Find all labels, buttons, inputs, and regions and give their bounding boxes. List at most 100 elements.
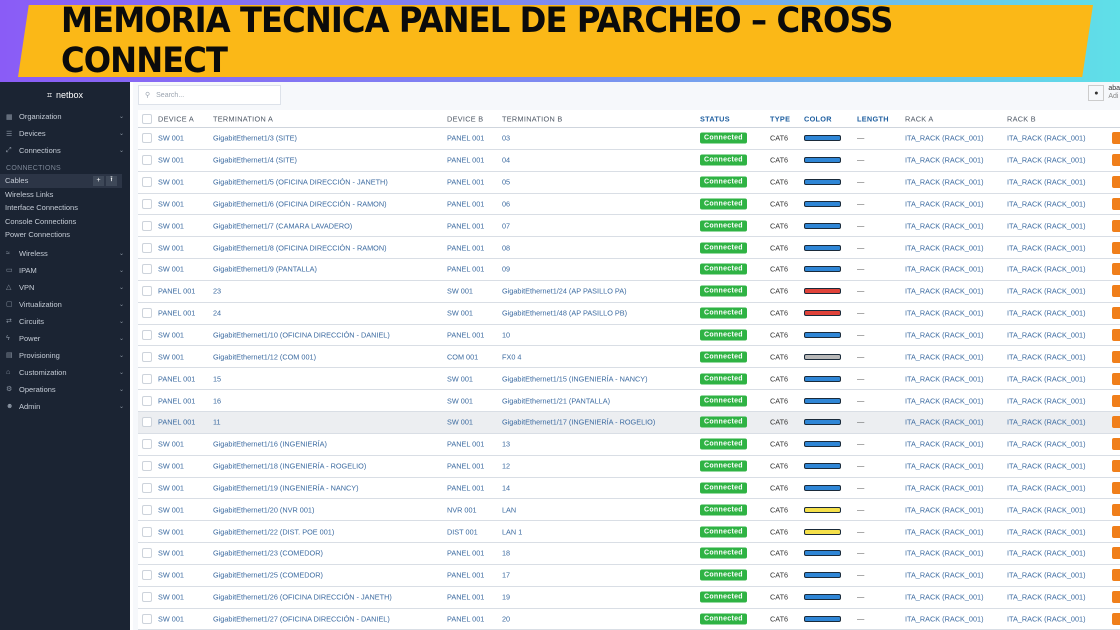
row-checkbox[interactable]: [142, 351, 152, 362]
row-checkbox[interactable]: [142, 570, 152, 581]
termination-a[interactable]: GigabitEthernet1/10 (OFICINA DIRECCIÓN -…: [213, 330, 390, 340]
device-a[interactable]: SW 001: [158, 177, 184, 187]
termination-b[interactable]: FX0 4: [502, 352, 522, 362]
edit-button[interactable]: [1112, 132, 1120, 145]
termination-a[interactable]: GigabitEthernet1/27 (OFICINA DIRECCIÓN -…: [213, 614, 390, 624]
termination-b[interactable]: 09: [502, 264, 511, 274]
device-a[interactable]: SW 001: [158, 439, 184, 449]
column-header[interactable]: LENGTH: [857, 114, 889, 123]
rack-a[interactable]: ITA_RACK (RACK_001): [905, 548, 984, 558]
termination-a[interactable]: GigabitEthernet1/16 (INGENIERÍA): [213, 439, 327, 449]
edit-button[interactable]: [1112, 547, 1120, 560]
termination-b[interactable]: 13: [502, 439, 511, 449]
sidebar-item-circuits[interactable]: ⇄ Circuits ⌄: [0, 313, 130, 330]
device-b[interactable]: DIST 001: [447, 527, 478, 537]
column-header[interactable]: TERMINATION B: [502, 114, 563, 123]
rack-a[interactable]: ITA_RACK (RACK_001): [905, 461, 984, 471]
column-header[interactable]: TERMINATION A: [213, 114, 274, 123]
termination-a[interactable]: GigabitEthernet1/6 (OFICINA DIRECCIÓN - …: [213, 199, 387, 209]
edit-button[interactable]: [1112, 154, 1120, 167]
device-a[interactable]: SW 001: [158, 330, 184, 340]
sidebar-link-wireless-links[interactable]: Wireless Links: [0, 188, 130, 202]
termination-b[interactable]: 06: [502, 199, 511, 209]
rack-b[interactable]: ITA_RACK (RACK_001): [1007, 199, 1086, 209]
row-checkbox[interactable]: [142, 395, 152, 406]
row-checkbox[interactable]: [142, 613, 152, 624]
sidebar-link-console-connections[interactable]: Console Connections: [0, 215, 130, 229]
device-b[interactable]: PANEL 001: [447, 264, 485, 274]
row-checkbox[interactable]: [142, 482, 152, 493]
termination-b[interactable]: GigabitEthernet1/17 (INGENIERÍA - ROGELI…: [502, 417, 656, 427]
device-a[interactable]: SW 001: [158, 548, 184, 558]
edit-button[interactable]: [1112, 263, 1120, 276]
device-b[interactable]: SW 001: [447, 417, 473, 427]
rack-b[interactable]: ITA_RACK (RACK_001): [1007, 308, 1086, 318]
termination-a[interactable]: 15: [213, 374, 222, 384]
device-a[interactable]: SW 001: [158, 221, 184, 231]
sidebar-item-vpn[interactable]: △ VPN ⌄: [0, 279, 130, 296]
termination-b[interactable]: GigabitEthernet1/21 (PANTALLA): [502, 396, 611, 406]
rack-b[interactable]: ITA_RACK (RACK_001): [1007, 264, 1086, 274]
termination-a[interactable]: 24: [213, 308, 222, 318]
column-header[interactable]: RACK A: [905, 114, 934, 123]
edit-button[interactable]: [1112, 569, 1120, 582]
edit-button[interactable]: [1112, 460, 1120, 473]
termination-b[interactable]: 19: [502, 592, 511, 602]
rack-a[interactable]: ITA_RACK (RACK_001): [905, 330, 984, 340]
termination-a[interactable]: GigabitEthernet1/23 (COMEDOR): [213, 548, 323, 558]
sidebar-item-devices[interactable]: ☰ Devices ⌄: [0, 125, 130, 142]
termination-a[interactable]: GigabitEthernet1/7 (CAMARA LAVADERO): [213, 221, 353, 231]
rack-a[interactable]: ITA_RACK (RACK_001): [905, 177, 984, 187]
termination-b[interactable]: GigabitEthernet1/24 (AP PASILLO PA): [502, 286, 627, 296]
device-b[interactable]: PANEL 001: [447, 177, 485, 187]
edit-button[interactable]: [1112, 416, 1120, 429]
sidebar-item-customization[interactable]: ⌂ Customization ⌄: [0, 364, 130, 381]
device-a[interactable]: SW 001: [158, 614, 184, 624]
row-checkbox[interactable]: [142, 592, 152, 603]
row-checkbox[interactable]: [142, 220, 152, 231]
termination-a[interactable]: GigabitEthernet1/20 (NVR 001): [213, 505, 315, 515]
termination-b[interactable]: 17: [502, 570, 511, 580]
select-all-checkbox[interactable]: [142, 113, 152, 124]
device-a[interactable]: PANEL 001: [158, 417, 196, 427]
rack-b[interactable]: ITA_RACK (RACK_001): [1007, 177, 1086, 187]
termination-b[interactable]: 05: [502, 177, 511, 187]
rack-b[interactable]: ITA_RACK (RACK_001): [1007, 243, 1086, 253]
edit-button[interactable]: [1112, 197, 1120, 210]
sidebar-link-power-connections[interactable]: Power Connections: [0, 228, 130, 242]
rack-a[interactable]: ITA_RACK (RACK_001): [905, 439, 984, 449]
termination-b[interactable]: 18: [502, 548, 511, 558]
rack-b[interactable]: ITA_RACK (RACK_001): [1007, 505, 1086, 515]
device-a[interactable]: PANEL 001: [158, 308, 196, 318]
device-a[interactable]: SW 001: [158, 527, 184, 537]
sidebar-link-interface-connections[interactable]: Interface Connections: [0, 201, 130, 215]
rack-a[interactable]: ITA_RACK (RACK_001): [905, 592, 984, 602]
device-a[interactable]: SW 001: [158, 592, 184, 602]
rack-a[interactable]: ITA_RACK (RACK_001): [905, 199, 984, 209]
rack-b[interactable]: ITA_RACK (RACK_001): [1007, 614, 1086, 624]
rack-a[interactable]: ITA_RACK (RACK_001): [905, 264, 984, 274]
device-a[interactable]: SW 001: [158, 505, 184, 515]
rack-a[interactable]: ITA_RACK (RACK_001): [905, 308, 984, 318]
device-a[interactable]: PANEL 001: [158, 374, 196, 384]
row-checkbox[interactable]: [142, 133, 152, 144]
edit-button[interactable]: [1112, 176, 1120, 189]
user-menu[interactable]: ● aba Adi: [1088, 85, 1120, 101]
edit-button[interactable]: [1112, 394, 1120, 407]
termination-a[interactable]: 11: [213, 417, 221, 427]
termination-a[interactable]: GigabitEthernet1/9 (PANTALLA): [213, 264, 317, 274]
edit-button[interactable]: [1112, 372, 1120, 385]
rack-b[interactable]: ITA_RACK (RACK_001): [1007, 374, 1086, 384]
rack-a[interactable]: ITA_RACK (RACK_001): [905, 243, 984, 253]
termination-b[interactable]: 08: [502, 243, 511, 253]
edit-button[interactable]: [1112, 285, 1120, 298]
rack-a[interactable]: ITA_RACK (RACK_001): [905, 570, 984, 580]
rack-b[interactable]: ITA_RACK (RACK_001): [1007, 439, 1086, 449]
device-b[interactable]: PANEL 001: [447, 330, 485, 340]
termination-b[interactable]: 10: [502, 330, 511, 340]
edit-button[interactable]: [1112, 307, 1120, 320]
row-checkbox[interactable]: [142, 286, 152, 297]
row-checkbox[interactable]: [142, 155, 152, 166]
termination-b[interactable]: 14: [502, 483, 511, 493]
row-checkbox[interactable]: [142, 373, 152, 384]
